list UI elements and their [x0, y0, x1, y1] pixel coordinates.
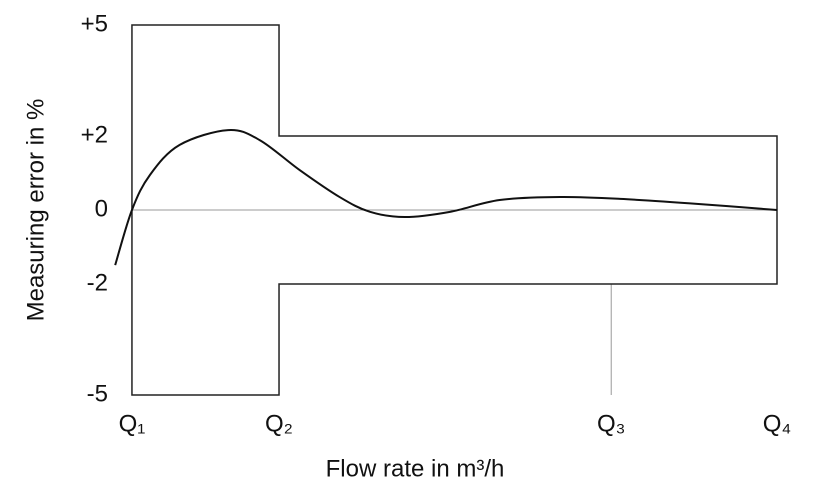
tolerance-envelope [131, 24, 778, 396]
x-tick-label: Q₁ [119, 410, 146, 437]
y-tick-label: +5 [81, 10, 108, 37]
x-tick-label: Q₂ [265, 410, 293, 437]
y-tick-label: -5 [87, 380, 108, 407]
y-axis-label: Measuring error in % [22, 99, 49, 322]
y-tick-label: -2 [87, 269, 108, 296]
x-axis-label: Flow rate in m³/h [326, 455, 505, 482]
y-tick-label: +2 [81, 121, 108, 148]
x-tick-label: Q₄ [763, 410, 791, 437]
y-tick-label: 0 [95, 195, 108, 222]
error-curve [114, 129, 778, 266]
x-tick-label: Q₃ [597, 410, 625, 437]
